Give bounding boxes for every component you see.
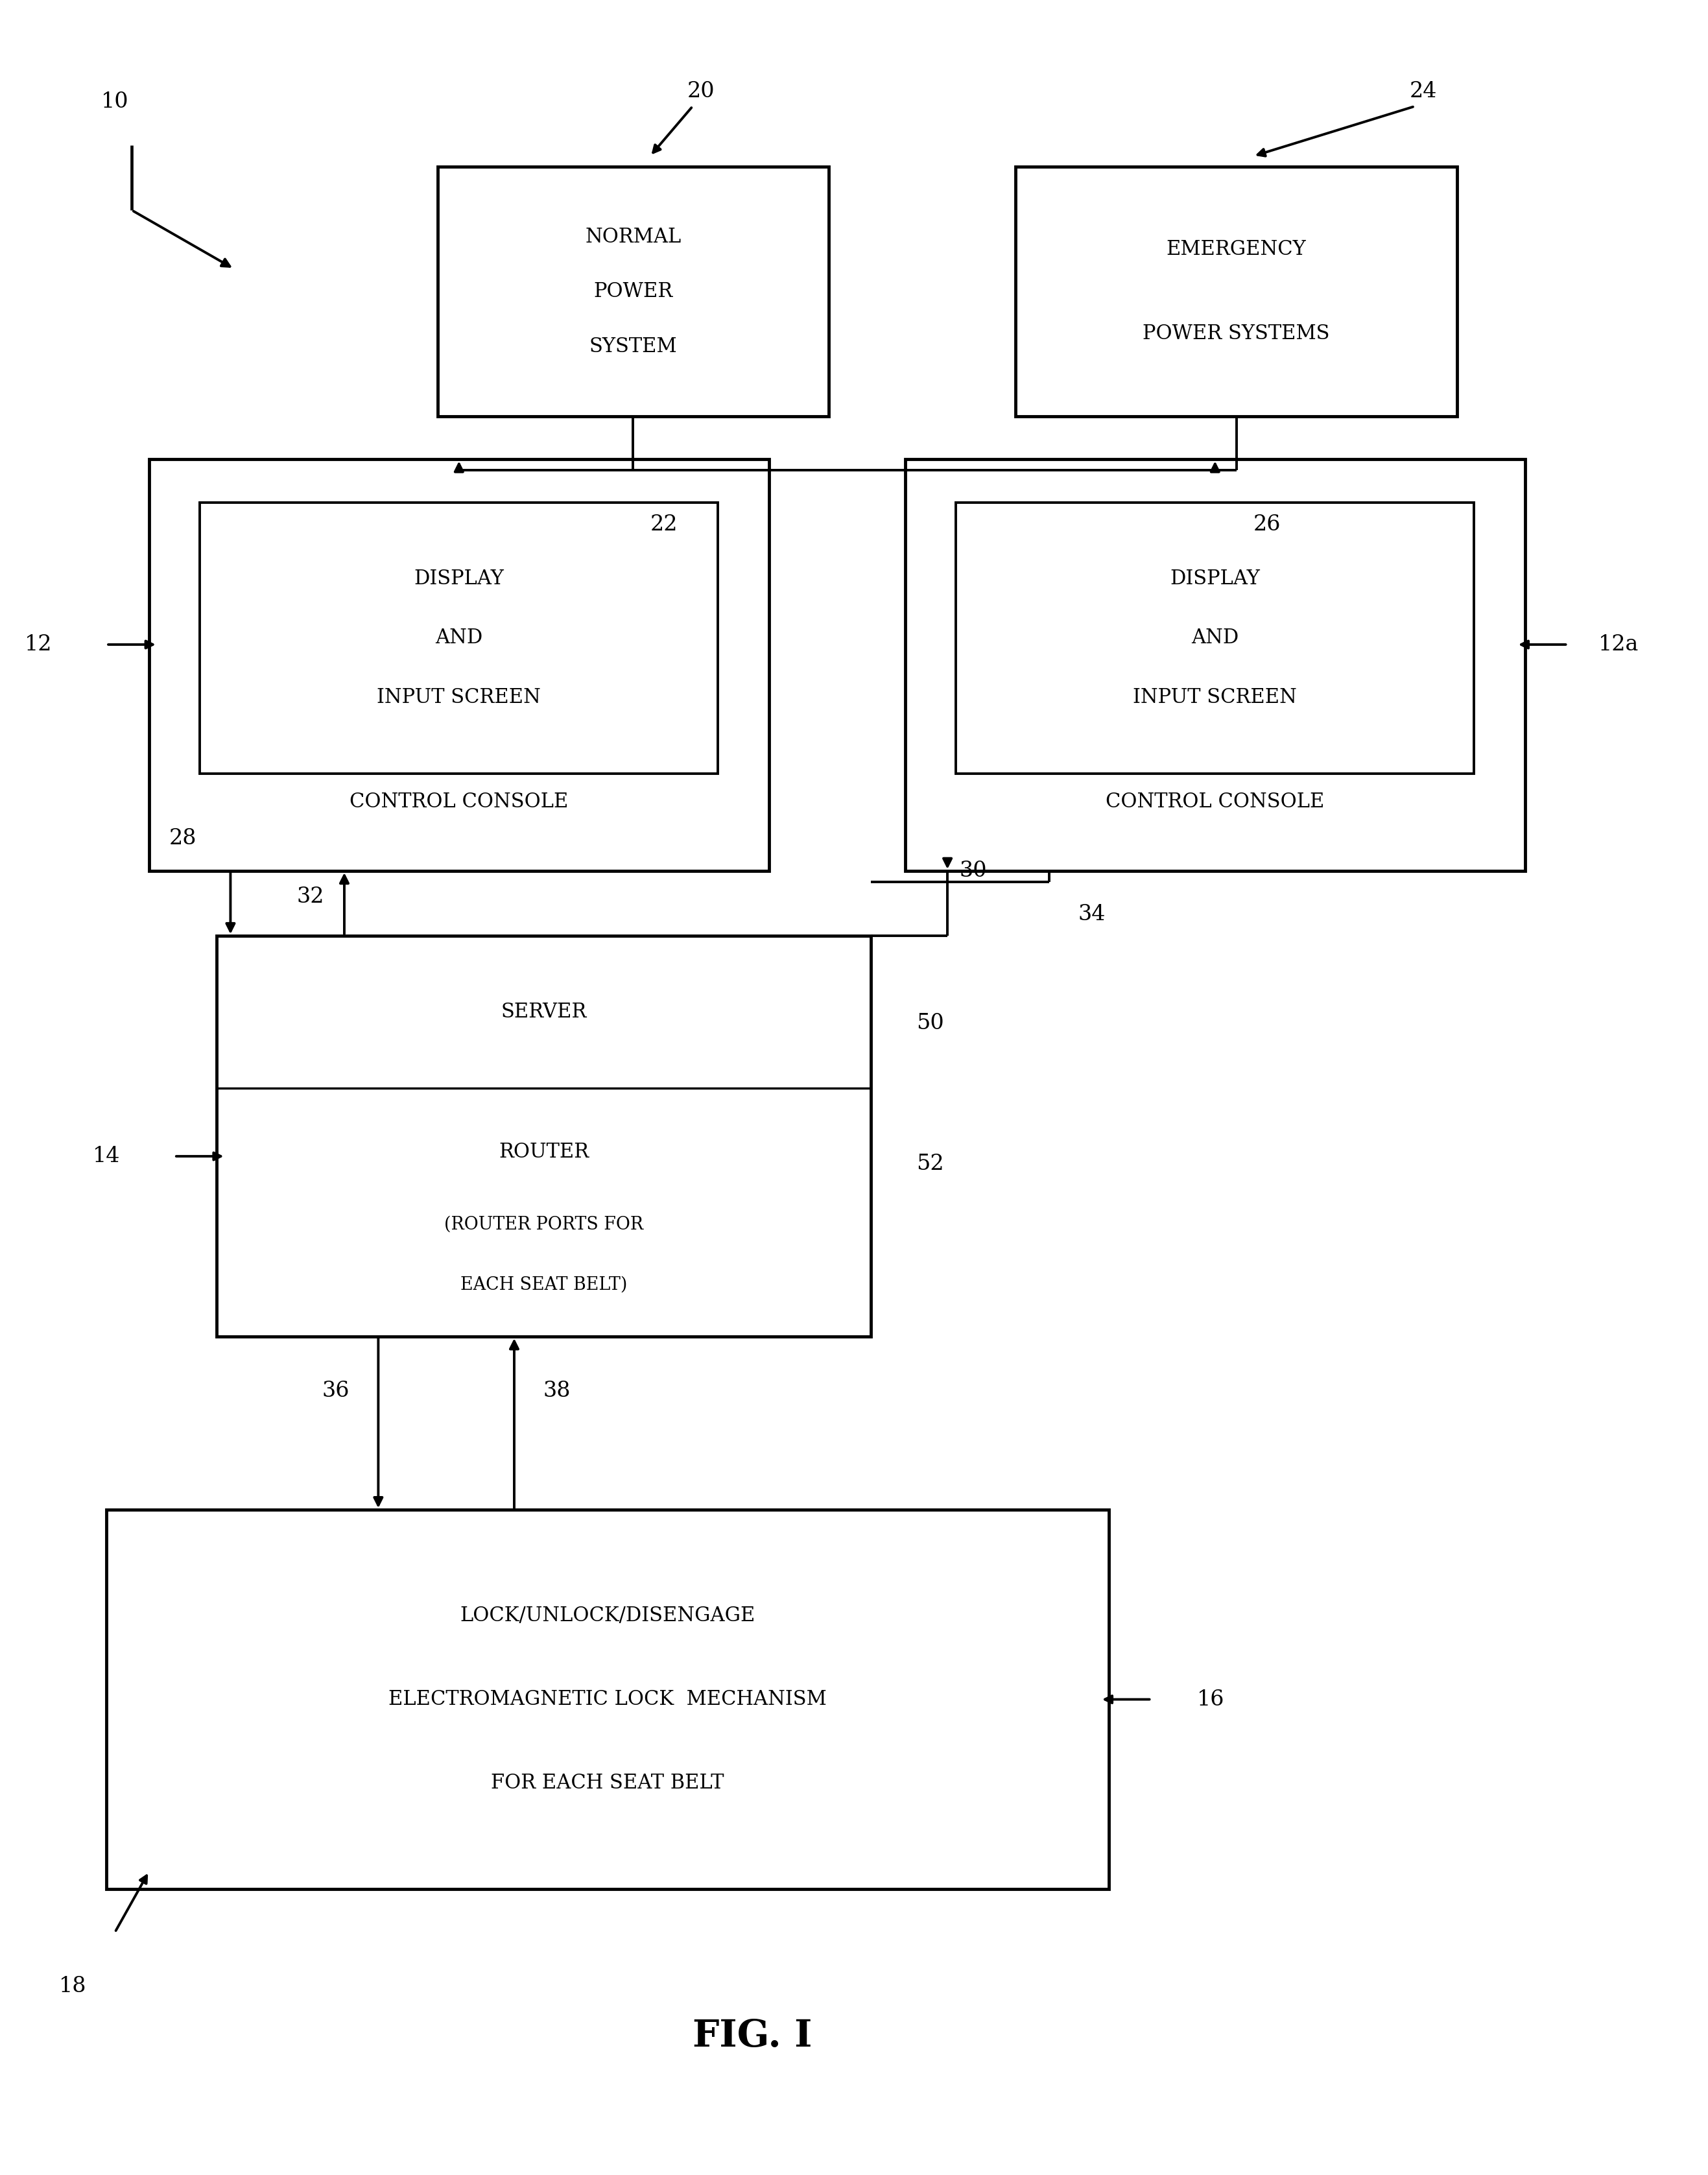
Text: 52: 52	[917, 1153, 945, 1174]
Text: FIG. I: FIG. I	[692, 2018, 811, 2055]
Text: 50: 50	[917, 1014, 945, 1033]
Text: 12a: 12a	[1599, 635, 1638, 655]
Text: 24: 24	[1409, 80, 1436, 102]
Text: LOCK/UNLOCK/DISENGAGE: LOCK/UNLOCK/DISENGAGE	[459, 1605, 755, 1627]
Text: AND: AND	[436, 629, 483, 648]
Bar	[106, 1509, 1108, 1888]
Text: INPUT SCREEN: INPUT SCREEN	[377, 687, 541, 707]
Text: (ROUTER PORTS FOR: (ROUTER PORTS FOR	[444, 1216, 644, 1233]
Text: CONTROL CONSOLE: CONTROL CONSOLE	[1105, 792, 1324, 811]
Text: ELECTROMAGNETIC LOCK  MECHANISM: ELECTROMAGNETIC LOCK MECHANISM	[388, 1690, 827, 1710]
Text: 10: 10	[101, 91, 128, 113]
Bar	[1015, 167, 1457, 415]
Text: 16: 16	[1197, 1690, 1225, 1710]
Text: POWER: POWER	[593, 281, 673, 302]
Text: 36: 36	[323, 1381, 350, 1401]
Text: 22: 22	[651, 513, 678, 535]
Bar	[956, 502, 1474, 774]
Bar	[437, 167, 828, 415]
Text: FOR EACH SEAT BELT: FOR EACH SEAT BELT	[492, 1773, 724, 1792]
Text: SYSTEM: SYSTEM	[589, 337, 676, 357]
Text: SERVER: SERVER	[500, 1003, 588, 1022]
Text: 26: 26	[1254, 513, 1281, 535]
Text: POWER SYSTEMS: POWER SYSTEMS	[1143, 324, 1331, 344]
Text: INPUT SCREEN: INPUT SCREEN	[1132, 687, 1296, 707]
Text: 28: 28	[169, 829, 196, 848]
Text: 38: 38	[543, 1381, 570, 1401]
Text: 12: 12	[24, 635, 53, 655]
Bar	[200, 502, 717, 774]
Text: 32: 32	[297, 887, 325, 907]
Text: AND: AND	[1190, 629, 1238, 648]
Text: EMERGENCY: EMERGENCY	[1167, 239, 1307, 259]
Text: DISPLAY: DISPLAY	[413, 568, 504, 589]
Bar	[217, 935, 871, 1338]
Text: 20: 20	[687, 80, 716, 102]
Text: NORMAL: NORMAL	[586, 226, 681, 246]
Text: 30: 30	[960, 861, 987, 881]
Text: 34: 34	[1078, 905, 1105, 924]
Text: 18: 18	[58, 1977, 85, 1997]
Text: EACH SEAT BELT): EACH SEAT BELT)	[461, 1277, 627, 1294]
Text: ROUTER: ROUTER	[499, 1142, 589, 1161]
Text: DISPLAY: DISPLAY	[1170, 568, 1261, 589]
Bar	[905, 459, 1525, 870]
Text: 14: 14	[92, 1146, 120, 1166]
Bar	[149, 459, 769, 870]
Text: CONTROL CONSOLE: CONTROL CONSOLE	[350, 792, 569, 811]
